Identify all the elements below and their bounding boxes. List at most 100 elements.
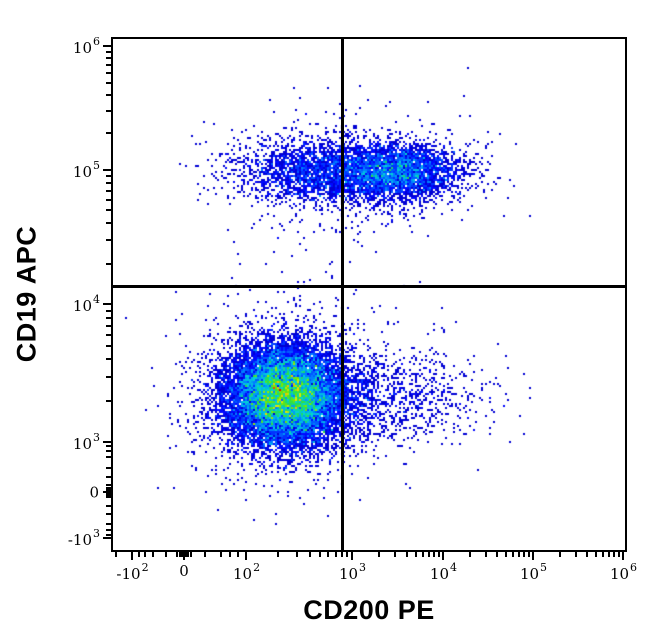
x-minor-tick bbox=[484, 552, 487, 557]
x-minor-tick bbox=[152, 552, 155, 557]
y-minor-tick bbox=[106, 198, 111, 201]
x-major-tick bbox=[130, 552, 133, 560]
y-minor-tick bbox=[106, 109, 111, 112]
x-minor-tick bbox=[308, 552, 311, 557]
y-minor-tick bbox=[106, 529, 111, 532]
y-tick-label: 103 bbox=[72, 431, 100, 454]
x-major-tick bbox=[245, 552, 248, 560]
y-minor-tick bbox=[106, 316, 111, 319]
y-minor-tick bbox=[106, 488, 111, 491]
y-major-tick bbox=[103, 303, 111, 306]
x-minor-tick bbox=[187, 552, 190, 557]
x-minor-tick bbox=[204, 552, 207, 557]
x-minor-tick bbox=[608, 552, 611, 557]
y-minor-tick bbox=[106, 64, 111, 67]
y-major-tick bbox=[103, 441, 111, 444]
y-minor-tick bbox=[106, 82, 111, 85]
x-minor-tick bbox=[527, 552, 530, 557]
x-minor-tick bbox=[176, 552, 178, 557]
x-minor-tick bbox=[165, 552, 168, 557]
x-minor-tick bbox=[617, 552, 620, 557]
y-minor-tick bbox=[106, 533, 111, 536]
x-minor-tick bbox=[613, 552, 616, 557]
y-minor-tick bbox=[106, 309, 111, 312]
x-minor-tick bbox=[144, 552, 146, 557]
x-minor-tick bbox=[236, 552, 239, 557]
y-minor-tick bbox=[106, 209, 111, 212]
x-minor-tick bbox=[137, 552, 140, 557]
y-minor-tick bbox=[106, 262, 111, 265]
y-minor-tick bbox=[106, 523, 111, 526]
x-minor-tick bbox=[574, 552, 577, 557]
y-minor-tick bbox=[106, 94, 111, 97]
y-minor-tick bbox=[106, 344, 111, 347]
x-tick-label: 106 bbox=[609, 561, 638, 583]
x-major-tick bbox=[441, 552, 444, 560]
y-tick-label: -103 bbox=[67, 527, 100, 550]
x-minor-tick bbox=[115, 552, 118, 557]
y-minor-tick bbox=[106, 444, 111, 447]
x-minor-tick bbox=[346, 552, 349, 557]
y-minor-tick bbox=[106, 495, 111, 498]
y-minor-tick bbox=[106, 513, 111, 516]
x-minor-tick bbox=[594, 552, 597, 557]
y-minor-tick bbox=[106, 494, 111, 497]
y-tick-label: 0 bbox=[89, 483, 99, 502]
x-major-tick bbox=[622, 552, 624, 560]
x-tick-label: 104 bbox=[429, 561, 458, 583]
y-major-tick bbox=[103, 168, 111, 171]
quadrant-gate-vertical-line bbox=[341, 39, 344, 550]
y-minor-tick bbox=[106, 504, 111, 507]
y-minor-tick bbox=[106, 50, 111, 53]
x-minor-tick bbox=[334, 552, 337, 557]
y-minor-tick bbox=[106, 324, 111, 327]
x-minor-tick bbox=[504, 552, 507, 557]
y-minor-tick bbox=[106, 449, 111, 452]
x-major-tick bbox=[183, 552, 185, 560]
x-minor-tick bbox=[178, 552, 181, 557]
x-major-tick bbox=[531, 552, 534, 560]
y-major-tick bbox=[103, 537, 111, 540]
plot-area bbox=[111, 37, 627, 552]
x-minor-tick bbox=[496, 552, 499, 557]
y-minor-tick bbox=[106, 57, 111, 59]
y-major-tick bbox=[103, 45, 111, 47]
y-minor-tick bbox=[106, 456, 111, 459]
x-major-tick bbox=[351, 552, 353, 560]
x-minor-tick bbox=[518, 552, 521, 557]
y-major-tick bbox=[103, 491, 111, 494]
x-minor-tick bbox=[190, 552, 193, 557]
y-minor-tick bbox=[106, 181, 111, 184]
x-minor-tick bbox=[276, 552, 279, 557]
x-minor-tick bbox=[229, 552, 232, 557]
x-minor-tick bbox=[181, 552, 184, 557]
y-minor-tick bbox=[106, 486, 111, 489]
x-minor-tick bbox=[469, 552, 472, 557]
x-minor-tick bbox=[327, 552, 330, 557]
x-tick-label: 0 bbox=[179, 562, 189, 580]
x-minor-tick bbox=[340, 552, 343, 557]
x-minor-tick bbox=[511, 552, 514, 557]
y-minor-tick bbox=[106, 222, 111, 225]
x-minor-tick bbox=[184, 552, 187, 557]
x-minor-tick bbox=[421, 552, 424, 557]
y-minor-tick bbox=[106, 334, 111, 337]
x-minor-tick bbox=[601, 552, 604, 557]
x-tick-label: 103 bbox=[338, 561, 367, 583]
y-tick-label: 105 bbox=[72, 158, 100, 181]
y-axis-title: CD19 APC bbox=[11, 225, 42, 363]
y-minor-tick bbox=[106, 375, 111, 378]
x-minor-tick bbox=[319, 552, 322, 557]
y-minor-tick bbox=[106, 131, 111, 134]
x-axis-title: CD200 PE bbox=[303, 595, 435, 625]
x-minor-tick bbox=[295, 552, 298, 557]
y-minor-tick bbox=[106, 476, 111, 479]
x-tick-label: -102 bbox=[116, 561, 149, 583]
x-minor-tick bbox=[586, 552, 589, 557]
x-tick-label: 102 bbox=[232, 561, 261, 583]
y-minor-tick bbox=[106, 239, 111, 242]
x-minor-tick bbox=[405, 552, 408, 557]
x-tick-label: 105 bbox=[519, 561, 548, 583]
x-minor-tick bbox=[427, 552, 430, 557]
density-dot-canvas bbox=[113, 39, 625, 550]
